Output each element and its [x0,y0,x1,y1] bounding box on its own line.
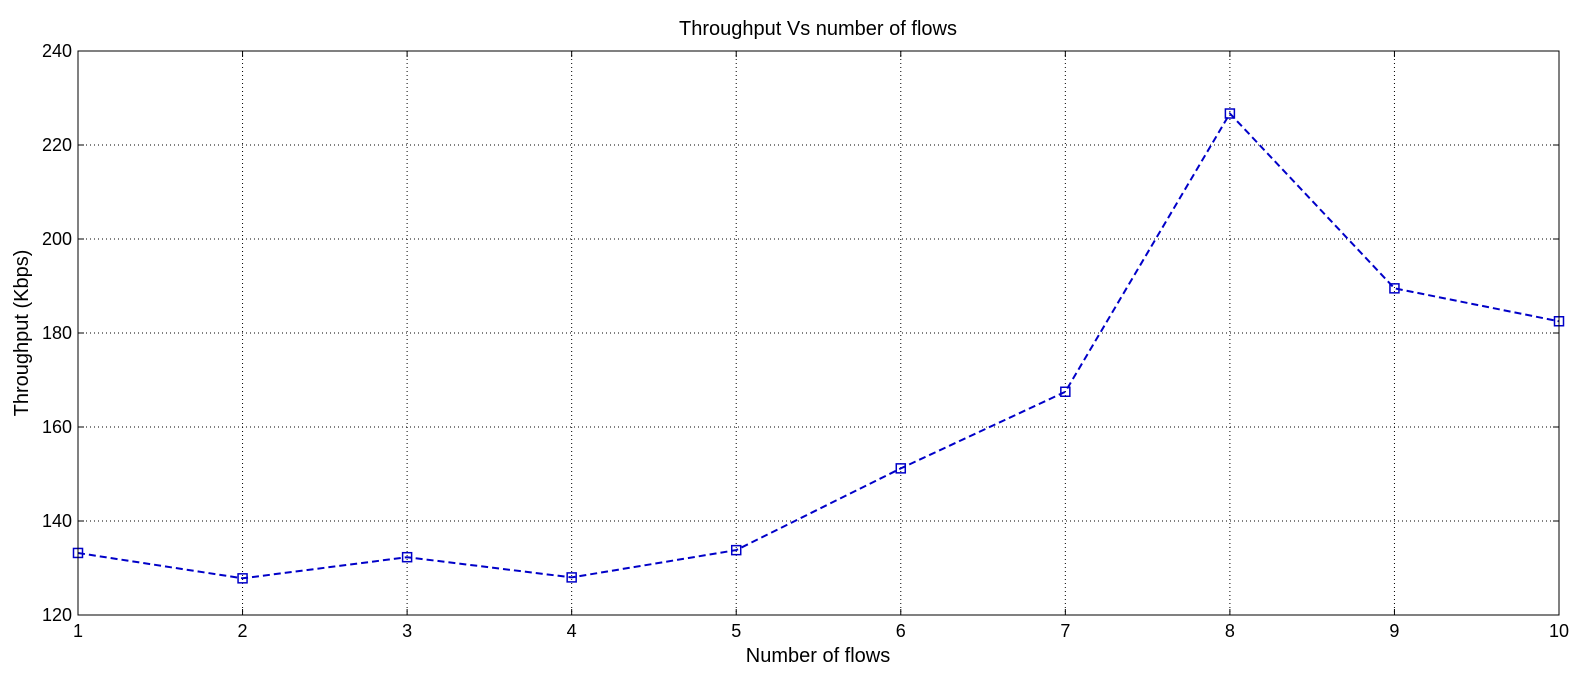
data-point-marker [1389,283,1400,294]
data-point-marker [730,544,742,556]
data-point-marker [237,573,248,584]
y-tick-label: 240 [42,41,72,61]
data-point-marker [1224,108,1236,119]
x-tick-label: 1 [73,621,83,641]
grid [78,51,1559,615]
x-tick-label: 4 [567,621,577,641]
x-tick-label: 7 [1060,621,1070,641]
x-tick-label: 3 [402,621,412,641]
data-point-marker [566,572,577,583]
axis-ticks: 1 2 3 4 5 6 7 8 9 10 120 140 160 180 200 220 240 [42,41,1569,641]
x-tick-label: 9 [1389,621,1399,641]
y-axis-label: Throughput (Kbps) [11,250,33,417]
data-point-marker [895,463,907,474]
x-tick-label: 2 [238,621,248,641]
x-tick-label: 6 [896,621,906,641]
data-point-marker [1060,386,1071,397]
x-tick-label: 8 [1225,621,1235,641]
y-tick-label: 160 [42,417,72,437]
chart-title: Throughput Vs number of flows [679,18,957,40]
y-tick-label: 180 [42,323,72,343]
y-tick-label: 120 [42,605,72,625]
y-tick-label: 200 [42,229,72,249]
x-axis-label: Number of flows [746,645,891,667]
x-tick-label: 10 [1549,621,1569,641]
x-tick-label: 5 [731,621,741,641]
data-point-marker [401,551,413,563]
y-tick-label: 140 [42,511,72,531]
y-tick-label: 220 [42,135,72,155]
